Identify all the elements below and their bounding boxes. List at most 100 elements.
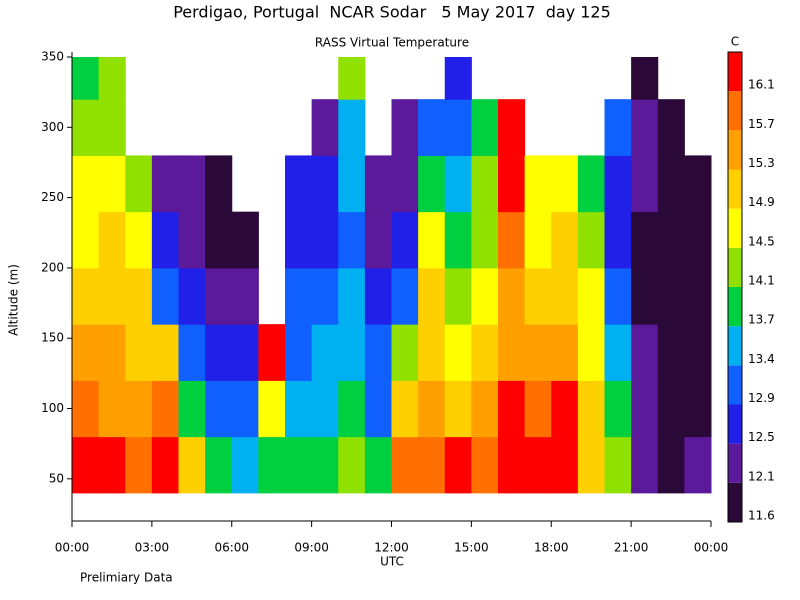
cell <box>657 211 685 269</box>
cell <box>258 324 286 381</box>
cell <box>551 324 579 381</box>
y-tick-label: 200 <box>41 260 64 274</box>
colorbar-tick-label: 14.5 <box>748 234 775 248</box>
cell <box>178 155 206 213</box>
cell <box>98 267 126 325</box>
cell <box>577 324 605 381</box>
cell <box>631 380 659 438</box>
cell <box>498 380 526 438</box>
cell <box>311 267 339 325</box>
cell <box>471 211 499 269</box>
cell <box>151 436 179 494</box>
cell <box>72 211 100 269</box>
colorbar-frame <box>727 51 743 523</box>
cell <box>471 155 499 213</box>
cell <box>444 324 472 381</box>
cell <box>684 380 712 438</box>
cell <box>524 324 552 381</box>
cell <box>285 324 313 381</box>
x-axis-label: UTC <box>380 555 404 569</box>
cell <box>444 267 472 325</box>
colorbar-swatch <box>728 482 742 522</box>
cell <box>231 324 259 381</box>
colorbar-swatch <box>728 208 742 248</box>
cell <box>338 155 366 213</box>
cell <box>444 211 472 269</box>
cell <box>364 211 392 269</box>
cell <box>98 380 126 438</box>
cell <box>391 380 419 438</box>
cell <box>311 211 339 269</box>
cell <box>418 436 446 494</box>
y-tick-label: 150 <box>41 331 64 345</box>
cell <box>125 436 153 494</box>
cell <box>338 99 366 156</box>
cell <box>98 57 126 100</box>
cell <box>72 380 100 438</box>
cell <box>311 99 339 156</box>
cell <box>657 436 685 494</box>
cell <box>285 380 313 438</box>
cell <box>577 267 605 325</box>
cell <box>178 211 206 269</box>
colorbar-tick-label: 13.7 <box>748 313 775 327</box>
cell <box>125 267 153 325</box>
y-tick-label: 250 <box>41 190 64 204</box>
cell <box>418 267 446 325</box>
cell <box>444 99 472 156</box>
colorbar-swatch <box>728 287 742 327</box>
cell <box>125 380 153 438</box>
cell <box>577 380 605 438</box>
cell <box>657 267 685 325</box>
cell <box>577 211 605 269</box>
cell <box>231 436 259 494</box>
x-tick-label: 15:00 <box>454 541 489 555</box>
colorbar-tick-label: 15.3 <box>748 156 775 170</box>
cell <box>338 324 366 381</box>
colorbar-swatch <box>728 169 742 209</box>
cell <box>391 99 419 156</box>
cell <box>631 324 659 381</box>
cell <box>72 99 100 156</box>
cell <box>444 436 472 494</box>
cell <box>258 436 286 494</box>
cell <box>311 436 339 494</box>
cell <box>631 267 659 325</box>
cell <box>471 267 499 325</box>
cell <box>72 155 100 213</box>
chart-subtitle: RASS Virtual Temperature <box>315 36 469 50</box>
colorbar-tick-label: 11.6 <box>748 509 775 523</box>
cell <box>311 324 339 381</box>
cell <box>604 267 632 325</box>
colorbar-tick-label: 16.1 <box>748 78 775 92</box>
y-tick-label: 50 <box>49 471 64 485</box>
cell <box>657 324 685 381</box>
cell <box>205 380 233 438</box>
colorbar-swatch <box>728 326 742 366</box>
cell <box>151 380 179 438</box>
cell <box>364 267 392 325</box>
cell <box>178 436 206 494</box>
cell <box>418 211 446 269</box>
cell <box>205 211 233 269</box>
cell <box>391 324 419 381</box>
cell <box>338 380 366 438</box>
cell <box>524 436 552 494</box>
cell <box>285 211 313 269</box>
cell <box>151 155 179 213</box>
colorbar-swatch <box>728 130 742 170</box>
cell <box>231 267 259 325</box>
cell <box>577 155 605 213</box>
cell <box>524 380 552 438</box>
cell <box>524 267 552 325</box>
y-axis-label: Altitude (m) <box>7 264 21 336</box>
cell <box>285 436 313 494</box>
cell <box>498 267 526 325</box>
cell <box>524 211 552 269</box>
chart-title: Perdigao, Portugal NCAR Sodar 5 May 2017… <box>173 3 611 22</box>
cell <box>205 324 233 381</box>
cell <box>151 211 179 269</box>
cell <box>125 324 153 381</box>
colorbar-tick-label: 12.1 <box>748 469 775 483</box>
